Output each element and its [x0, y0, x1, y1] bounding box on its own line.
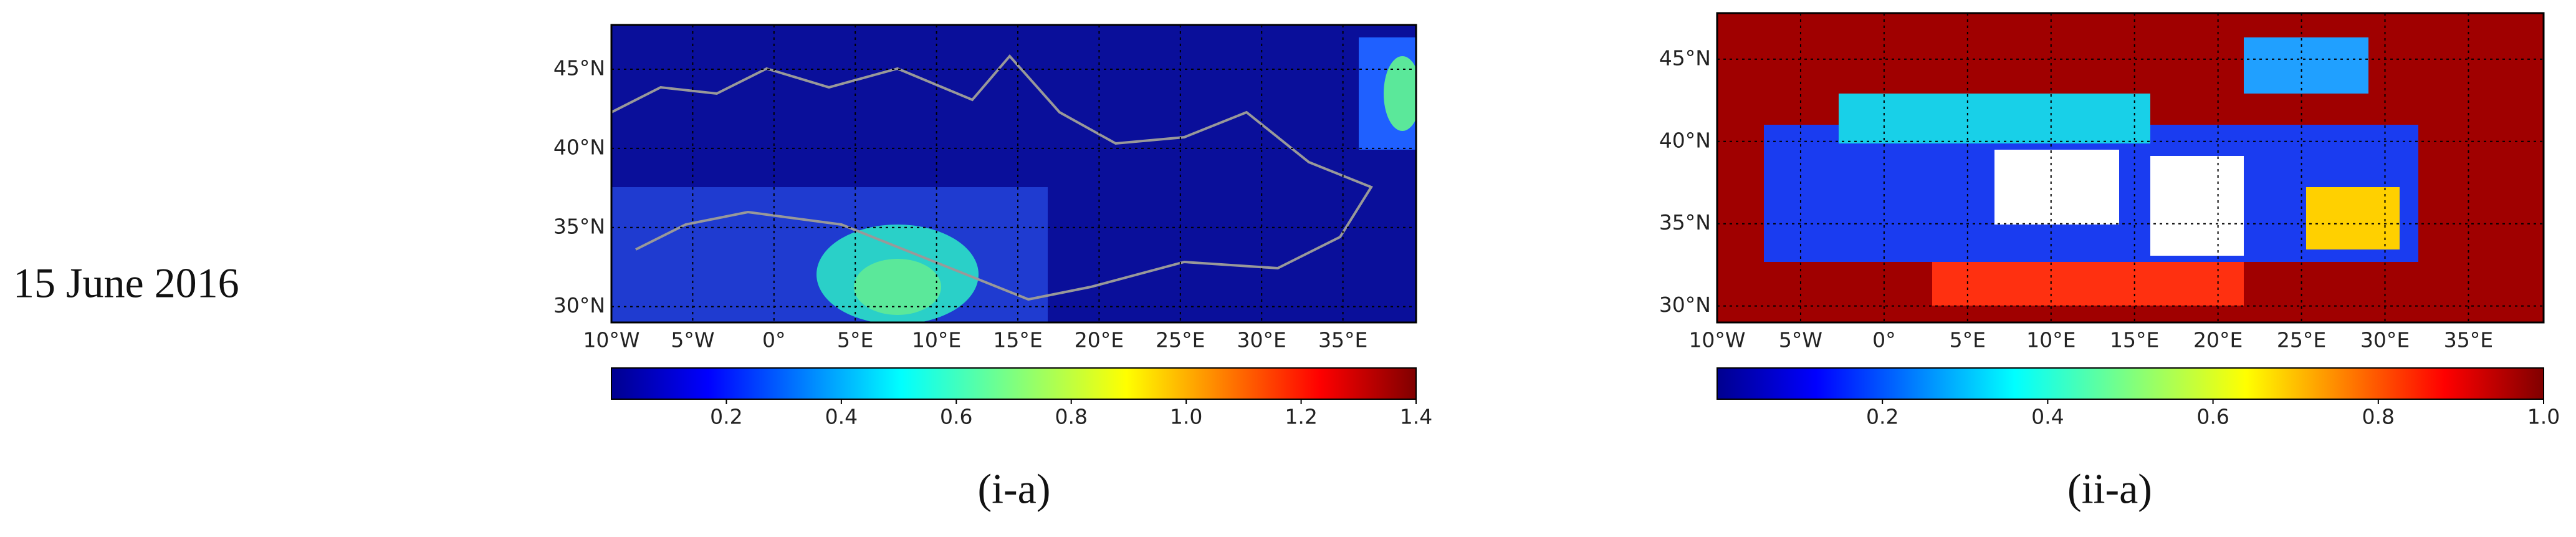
x-tick-label: 20°E	[2193, 328, 2243, 352]
x-tick-label: 5°W	[1779, 328, 1822, 352]
map-frame	[610, 24, 1417, 324]
colorbar-tick-label: 0.2	[710, 405, 742, 429]
y-tick-label: 30°N	[553, 293, 605, 317]
colorbar	[611, 367, 1417, 400]
x-tick-label: 15°E	[2110, 328, 2159, 352]
panel-label: (i-a)	[977, 465, 1050, 513]
x-tick-label: 0°	[1872, 328, 1896, 352]
y-tick-label: 45°N	[553, 56, 605, 80]
x-tick-label: 30°E	[1237, 328, 1286, 352]
x-tick-label: 20°E	[1075, 328, 1124, 352]
y-tick-label: 40°N	[553, 135, 605, 159]
colorbar-tick-label: 0.2	[1866, 405, 1898, 429]
x-tick-label: 15°E	[993, 328, 1042, 352]
map-frame	[1716, 12, 2545, 324]
colorbar-tick-label: 1.2	[1285, 405, 1317, 429]
colorbar-tick-label: 0.6	[2196, 405, 2229, 429]
x-tick-label: 35°E	[2444, 328, 2493, 352]
x-tick-label: 25°E	[2277, 328, 2326, 352]
y-tick-label: 45°N	[1659, 46, 1711, 70]
x-tick-label: 5°W	[671, 328, 714, 352]
colorbar-tick-label: 0.6	[940, 405, 972, 429]
y-tick-label: 40°N	[1659, 128, 1711, 152]
colorbar-tick-label: 0.4	[825, 405, 858, 429]
x-tick-label: 5°E	[1950, 328, 1986, 352]
map-image	[611, 25, 1416, 322]
date-label: 15 June 2016	[13, 259, 239, 307]
x-tick-label: 10°E	[912, 328, 961, 352]
colorbar-tick-label: 0.8	[1055, 405, 1087, 429]
x-tick-label: 25°E	[1156, 328, 1205, 352]
x-tick-label: 30°E	[2360, 328, 2410, 352]
colorbar-tick-label: 1.0	[1170, 405, 1202, 429]
panel-label: (ii-a)	[2067, 465, 2152, 513]
colorbar	[1717, 367, 2544, 400]
y-tick-label: 35°N	[553, 214, 605, 238]
x-tick-label: 35°E	[1318, 328, 1367, 352]
x-tick-label: 0°	[762, 328, 786, 352]
x-tick-label: 10°W	[1688, 328, 1745, 352]
x-tick-label: 5°E	[837, 328, 873, 352]
y-tick-label: 30°N	[1659, 293, 1711, 317]
map-image	[1717, 13, 2544, 322]
colorbar-tick-label: 0.8	[2362, 405, 2395, 429]
colorbar-tick-label: 1.4	[1400, 405, 1432, 429]
x-tick-label: 10°E	[2026, 328, 2076, 352]
y-tick-label: 35°N	[1659, 210, 1711, 235]
colorbar-tick-label: 1.0	[2527, 405, 2560, 429]
x-tick-label: 10°W	[583, 328, 639, 352]
colorbar-tick-label: 0.4	[2031, 405, 2064, 429]
